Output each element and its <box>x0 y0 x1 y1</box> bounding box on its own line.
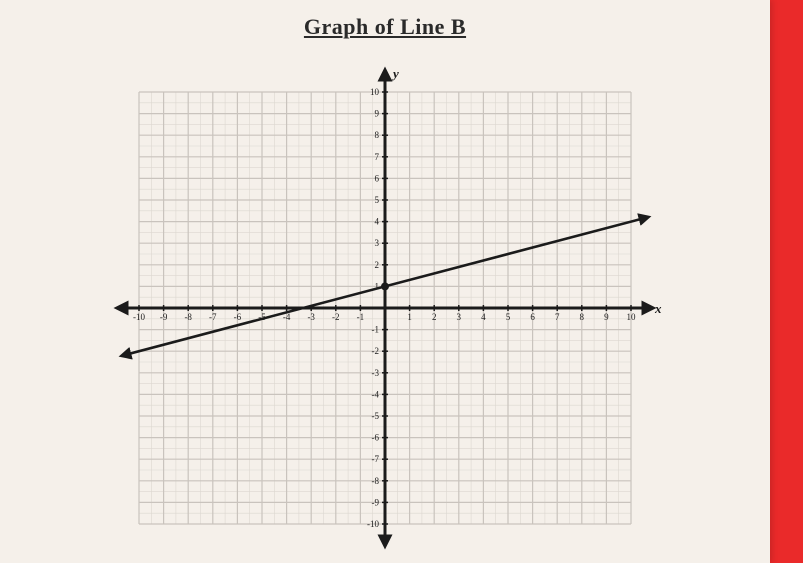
svg-text:3: 3 <box>375 238 380 248</box>
svg-text:10: 10 <box>370 87 380 97</box>
svg-text:8: 8 <box>580 312 585 322</box>
svg-text:9: 9 <box>375 109 380 119</box>
svg-text:4: 4 <box>481 312 486 322</box>
svg-text:7: 7 <box>375 152 380 162</box>
coordinate-grid-chart: -10 -9 -8 -7 -6 -5 -4 -3 -2 -1 1 2 3 4 5 6 7 8 9 10 -10 -9 -8 -… <box>105 58 665 558</box>
svg-text:4: 4 <box>375 217 380 227</box>
svg-text:-8: -8 <box>184 312 192 322</box>
svg-text:x: x <box>654 301 662 316</box>
svg-text:-4: -4 <box>372 389 380 399</box>
svg-text:6: 6 <box>375 173 380 183</box>
svg-text:2: 2 <box>432 312 437 322</box>
svg-text:-2: -2 <box>332 312 340 322</box>
svg-text:-8: -8 <box>372 476 380 486</box>
svg-text:-6: -6 <box>372 433 380 443</box>
svg-text:-7: -7 <box>372 454 380 464</box>
svg-text:-1: -1 <box>357 312 365 322</box>
svg-text:6: 6 <box>530 312 535 322</box>
svg-text:y: y <box>391 66 399 81</box>
svg-text:10: 10 <box>627 312 637 322</box>
svg-text:1: 1 <box>407 312 412 322</box>
svg-text:-10: -10 <box>367 519 379 529</box>
svg-text:-9: -9 <box>372 497 380 507</box>
svg-text:-3: -3 <box>372 368 380 378</box>
svg-text:-9: -9 <box>160 312 168 322</box>
svg-text:-7: -7 <box>209 312 217 322</box>
svg-text:5: 5 <box>375 195 380 205</box>
paper-sheet: Graph of Line B -10 -9 -8 -7 -6 -5 -4 -3 -2 -1 1 2 3… <box>0 0 770 563</box>
svg-text:5: 5 <box>506 312 511 322</box>
chart-title: Graph of Line B <box>0 0 770 40</box>
svg-text:8: 8 <box>375 130 380 140</box>
svg-text:-2: -2 <box>372 346 380 356</box>
svg-text:9: 9 <box>604 312 609 322</box>
svg-text:-6: -6 <box>234 312 242 322</box>
chart-container: -10 -9 -8 -7 -6 -5 -4 -3 -2 -1 1 2 3 4 5 6 7 8 9 10 -10 -9 -8 -… <box>105 58 665 558</box>
svg-text:-5: -5 <box>372 411 380 421</box>
svg-text:2: 2 <box>375 260 380 270</box>
svg-text:7: 7 <box>555 312 560 322</box>
svg-text:-3: -3 <box>307 312 315 322</box>
svg-text:-10: -10 <box>133 312 145 322</box>
svg-text:-1: -1 <box>372 325 380 335</box>
svg-text:3: 3 <box>457 312 462 322</box>
